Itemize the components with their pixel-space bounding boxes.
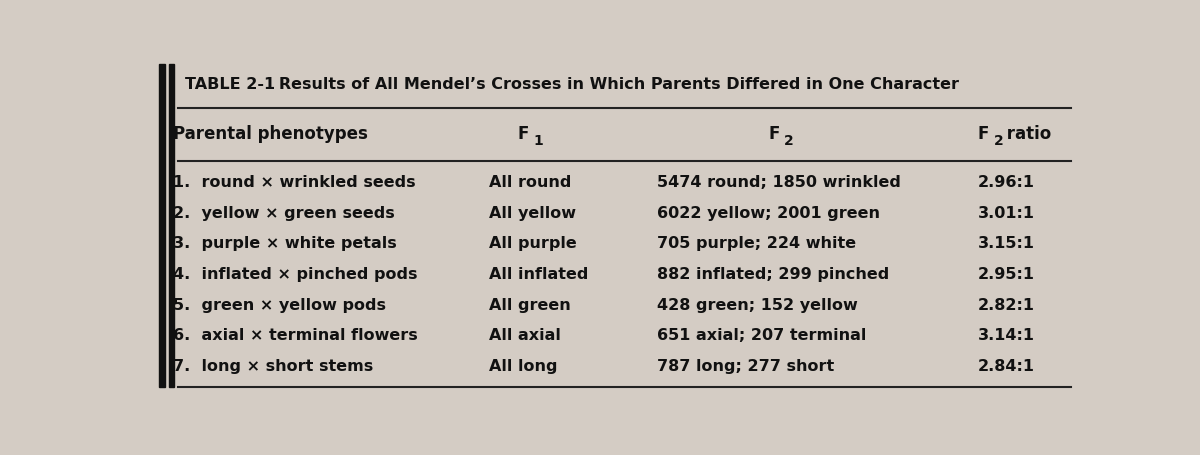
Text: 2.84:1: 2.84:1 bbox=[978, 358, 1034, 373]
Text: All yellow: All yellow bbox=[490, 206, 576, 220]
Text: 2.95:1: 2.95:1 bbox=[978, 267, 1034, 281]
Text: 2.82:1: 2.82:1 bbox=[978, 297, 1034, 312]
Text: All axial: All axial bbox=[490, 328, 562, 342]
Text: 787 long; 277 short: 787 long; 277 short bbox=[656, 358, 834, 373]
Text: 4.  inflated × pinched pods: 4. inflated × pinched pods bbox=[173, 267, 418, 281]
Text: 651 axial; 207 terminal: 651 axial; 207 terminal bbox=[656, 328, 866, 342]
Text: 3.15:1: 3.15:1 bbox=[978, 236, 1034, 251]
Bar bbox=[168, 65, 174, 387]
Text: 5.  green × yellow pods: 5. green × yellow pods bbox=[173, 297, 386, 312]
Text: TABLE 2-1: TABLE 2-1 bbox=[185, 77, 276, 92]
Text: 882 inflated; 299 pinched: 882 inflated; 299 pinched bbox=[656, 267, 889, 281]
Text: 3.01:1: 3.01:1 bbox=[978, 206, 1034, 220]
Text: F: F bbox=[978, 125, 989, 142]
Text: 3.  purple × white petals: 3. purple × white petals bbox=[173, 236, 397, 251]
Text: F: F bbox=[768, 125, 780, 142]
Text: 2: 2 bbox=[994, 134, 1003, 148]
Text: All green: All green bbox=[490, 297, 571, 312]
Text: All inflated: All inflated bbox=[490, 267, 589, 281]
Text: 705 purple; 224 white: 705 purple; 224 white bbox=[656, 236, 856, 251]
Text: Results of All Mendel’s Crosses in Which Parents Differed in One Character: Results of All Mendel’s Crosses in Which… bbox=[262, 77, 959, 92]
Text: 2.  yellow × green seeds: 2. yellow × green seeds bbox=[173, 206, 395, 220]
Text: 7.  long × short stems: 7. long × short stems bbox=[173, 358, 373, 373]
Text: ratio: ratio bbox=[1001, 125, 1051, 142]
Text: All round: All round bbox=[490, 175, 572, 190]
Bar bbox=[160, 65, 164, 387]
Text: Parental phenotypes: Parental phenotypes bbox=[173, 125, 368, 142]
Text: F: F bbox=[517, 125, 529, 142]
Text: 6022 yellow; 2001 green: 6022 yellow; 2001 green bbox=[656, 206, 880, 220]
Text: 3.14:1: 3.14:1 bbox=[978, 328, 1034, 342]
Text: 6.  axial × terminal flowers: 6. axial × terminal flowers bbox=[173, 328, 418, 342]
Text: 5474 round; 1850 wrinkled: 5474 round; 1850 wrinkled bbox=[656, 175, 901, 190]
Text: All long: All long bbox=[490, 358, 558, 373]
Text: 2.96:1: 2.96:1 bbox=[978, 175, 1034, 190]
Text: All purple: All purple bbox=[490, 236, 577, 251]
Text: 1.  round × wrinkled seeds: 1. round × wrinkled seeds bbox=[173, 175, 416, 190]
Text: 1: 1 bbox=[533, 134, 542, 148]
Text: 2: 2 bbox=[785, 134, 794, 148]
Text: 428 green; 152 yellow: 428 green; 152 yellow bbox=[656, 297, 858, 312]
